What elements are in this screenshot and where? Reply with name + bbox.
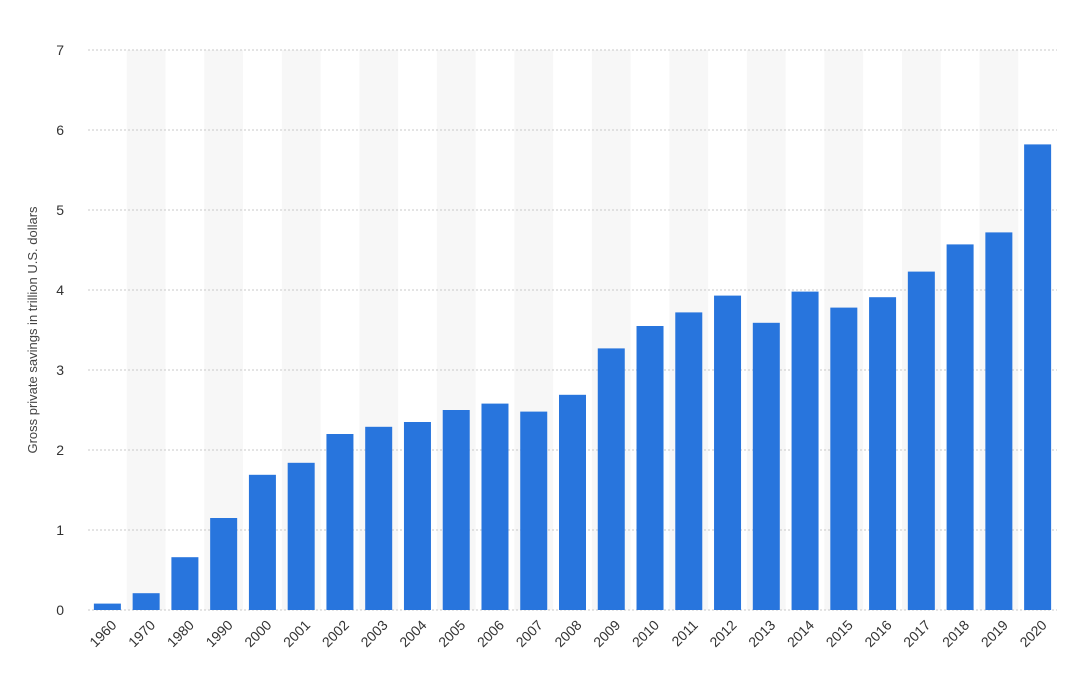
x-tick-label: 2016	[861, 617, 894, 650]
bar-2004[interactable]	[403, 422, 431, 610]
x-tick-label: 2015	[823, 617, 856, 650]
x-tick-label: 2005	[435, 617, 468, 650]
y-tick-label: 6	[56, 122, 64, 138]
bar-2003[interactable]	[365, 426, 393, 610]
x-tick-label: 2014	[784, 617, 817, 650]
x-tick-label: 2004	[396, 617, 429, 650]
y-axis-ticks: 0 1 2 3 4 5 6 7	[56, 42, 64, 618]
x-tick-label: 2010	[629, 617, 662, 650]
x-tick-label: 2011	[668, 617, 701, 650]
background-band	[126, 50, 166, 610]
bar-2016[interactable]	[869, 297, 897, 610]
bar-1980[interactable]	[171, 557, 199, 610]
bar-2008[interactable]	[559, 394, 586, 610]
x-tick-label: 2000	[241, 617, 274, 650]
bar-2007[interactable]	[520, 411, 548, 610]
x-tick-label: 1960	[86, 617, 119, 650]
x-tick-label: 2018	[939, 617, 972, 650]
bar-2000[interactable]	[248, 474, 276, 610]
x-tick-label: 2003	[357, 617, 390, 650]
x-tick-label: 1970	[125, 617, 158, 650]
bar-2017[interactable]	[907, 271, 935, 610]
x-axis-ticks: 1960 1970 1980 1990 2000 2001 2002 2003 2004 2005…	[86, 617, 1050, 650]
bar-2001[interactable]	[287, 462, 315, 610]
bar-2018[interactable]	[946, 244, 974, 610]
x-tick-label: 2020	[1016, 617, 1049, 650]
bar-2009[interactable]	[597, 348, 625, 610]
y-tick-label: 4	[56, 282, 64, 298]
x-tick-label: 1980	[164, 617, 197, 650]
x-tick-label: 2019	[978, 617, 1011, 650]
background-band	[204, 50, 244, 610]
bar-2010[interactable]	[636, 326, 664, 610]
x-tick-label: 2008	[551, 617, 584, 650]
bar-2015[interactable]	[830, 307, 858, 610]
bar-2014[interactable]	[791, 291, 819, 610]
bar-2013[interactable]	[752, 322, 780, 610]
bar-2011[interactable]	[675, 312, 703, 610]
bar-2006[interactable]	[481, 403, 509, 610]
bars	[93, 144, 1052, 610]
x-tick-label: 2012	[706, 617, 739, 650]
bar-1970[interactable]	[132, 593, 160, 610]
x-tick-label: 2009	[590, 617, 623, 650]
bar-1990[interactable]	[210, 518, 238, 610]
bar-1960[interactable]	[93, 603, 121, 610]
y-tick-label: 5	[56, 202, 64, 218]
x-tick-label: 2007	[513, 617, 546, 650]
y-tick-label: 1	[56, 522, 64, 538]
bar-2012[interactable]	[714, 295, 742, 610]
y-tick-label: 3	[56, 362, 64, 378]
x-tick-label: 2013	[745, 617, 778, 650]
y-tick-label: 0	[56, 602, 64, 618]
x-tick-label: 2006	[474, 617, 507, 650]
y-tick-label: 2	[56, 442, 64, 458]
bar-2002[interactable]	[326, 434, 354, 610]
y-axis-title: Gross private savings in trillion U.S. d…	[25, 206, 40, 454]
y-tick-label: 7	[56, 42, 64, 58]
x-tick-label: 1990	[202, 617, 235, 650]
bar-2020[interactable]	[1024, 144, 1052, 610]
bar-2019[interactable]	[985, 232, 1013, 610]
x-tick-label: 2001	[280, 617, 313, 650]
bar-2005[interactable]	[442, 410, 470, 610]
x-tick-label: 2017	[900, 617, 933, 650]
x-tick-label: 2002	[319, 617, 352, 650]
